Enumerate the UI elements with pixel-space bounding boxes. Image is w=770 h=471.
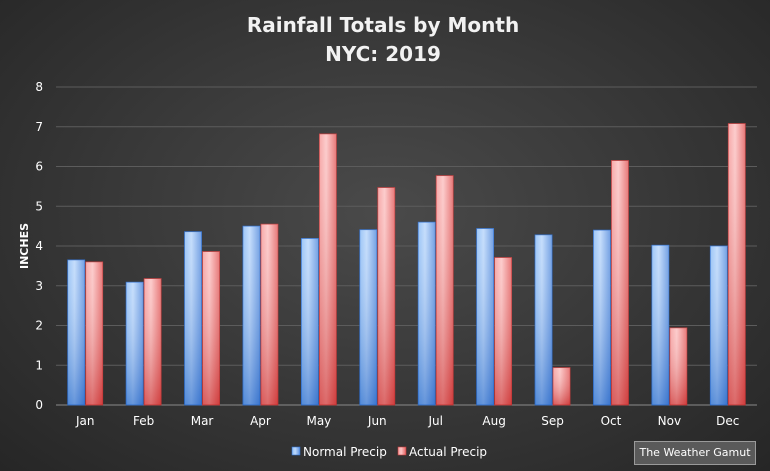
legend-item-actual-precip: Actual Precip [397, 445, 487, 459]
bar-actual-precip [435, 175, 454, 406]
bar-normal-precip [651, 244, 670, 406]
x-tick-label: Mar [191, 414, 214, 428]
bar-normal-precip [242, 225, 261, 406]
bars [67, 123, 746, 406]
legend-label: Normal Precip [303, 445, 387, 459]
x-tick-label: Sep [541, 414, 564, 428]
x-tick-label: Feb [133, 414, 154, 428]
bar-actual-precip [669, 327, 688, 406]
y-tick-label: 4 [35, 239, 43, 253]
x-tick-label: Apr [250, 414, 271, 428]
x-tick-label: Nov [658, 414, 681, 428]
bar-actual-precip [611, 160, 629, 406]
bar-normal-precip [476, 228, 495, 406]
y-axis-ticks: 0 1 2 3 4 5 6 7 8 [35, 80, 43, 412]
x-tick-label: Jun [367, 414, 387, 428]
y-tick-label: 2 [35, 319, 43, 333]
bar-normal-precip [709, 245, 728, 406]
bar-normal-precip [593, 229, 611, 406]
bar-actual-precip [727, 123, 746, 406]
bar-normal-precip [417, 221, 436, 406]
x-tick-label: Jan [75, 414, 95, 428]
x-tick-label: Dec [716, 414, 739, 428]
bar-actual-precip [552, 367, 571, 406]
bar-normal-precip [359, 229, 378, 406]
x-tick-label: Oct [601, 414, 622, 428]
y-tick-label: 7 [35, 120, 43, 134]
bar-actual-precip [85, 261, 104, 406]
y-tick-label: 5 [35, 199, 43, 213]
x-tick-label: Jul [427, 414, 442, 428]
legend-swatch [291, 446, 301, 456]
x-axis-ticks: Jan Feb Mar Apr May Jun Jul Aug Sep Oct Nov Dec [75, 414, 739, 428]
bar-actual-precip [494, 257, 513, 406]
y-tick-label: 8 [35, 80, 43, 94]
bar-actual-precip [318, 133, 337, 406]
y-tick-label: 6 [35, 160, 43, 174]
x-tick-label: Aug [482, 414, 505, 428]
legend-item-normal-precip: Normal Precip [291, 445, 387, 459]
bar-actual-precip [377, 187, 396, 406]
bar-normal-precip [67, 259, 86, 406]
bar-normal-precip [300, 238, 319, 406]
bar-actual-precip [202, 251, 220, 406]
y-tick-label: 3 [35, 279, 43, 293]
bar-normal-precip [534, 234, 553, 406]
y-axis-title: INCHES [18, 223, 31, 269]
bar-actual-precip [143, 278, 162, 406]
chart-subtitle: NYC: 2019 [325, 42, 441, 66]
chart-title: Rainfall Totals by Month [247, 13, 519, 37]
gridlines [56, 86, 757, 406]
legend-label: Actual Precip [409, 445, 487, 459]
bar-normal-precip [184, 231, 202, 406]
watermark-label: The Weather Gamut [634, 441, 756, 465]
y-tick-label: 1 [35, 358, 43, 372]
y-tick-label: 0 [35, 398, 43, 412]
bar-normal-precip [125, 281, 144, 406]
bar-actual-precip [260, 223, 279, 406]
x-tick-label: May [306, 414, 331, 428]
legend-swatch [397, 446, 407, 456]
legend: Normal Precip Actual Precip [291, 445, 487, 459]
